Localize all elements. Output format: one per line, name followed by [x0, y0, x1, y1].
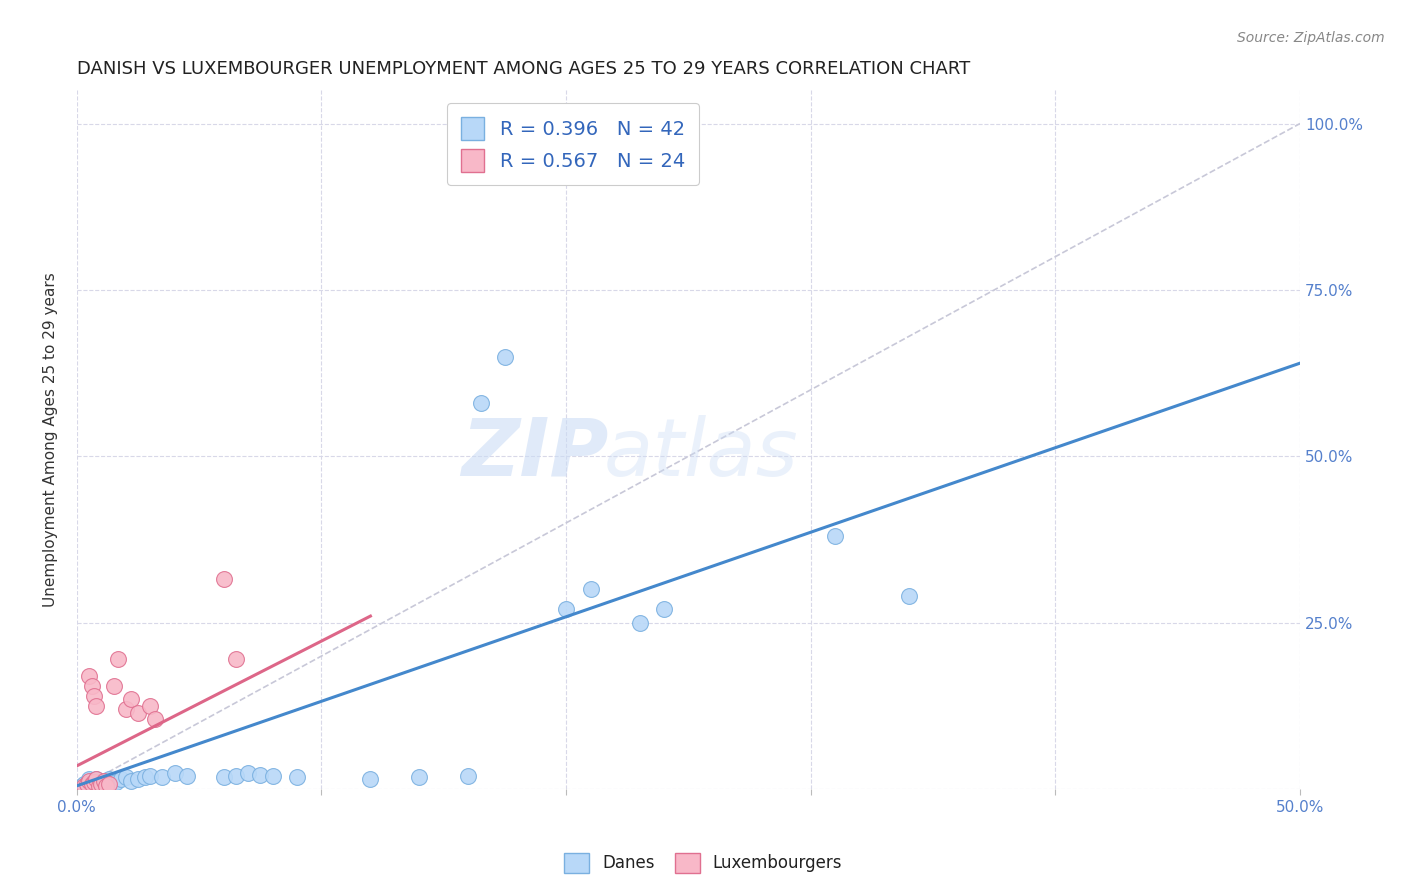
- Point: [80, 679, 103, 693]
- Point: [103, 774, 125, 789]
- Point: [96, 775, 118, 789]
- Point: [93, 774, 115, 789]
- Point: [120, 692, 142, 706]
- Point: [127, 706, 149, 720]
- Point: [555, 602, 578, 616]
- Point: [73, 777, 96, 791]
- Point: [76, 777, 98, 791]
- Point: [76, 778, 98, 792]
- Point: [87, 779, 110, 793]
- Point: [77, 669, 100, 683]
- Point: [139, 698, 162, 713]
- Point: [236, 765, 259, 780]
- Point: [897, 589, 920, 603]
- Point: [212, 573, 235, 587]
- Point: [359, 772, 381, 786]
- Point: [824, 529, 846, 543]
- Point: [97, 772, 120, 786]
- Point: [225, 769, 247, 783]
- Point: [494, 129, 516, 144]
- Point: [86, 772, 108, 786]
- Point: [73, 779, 96, 793]
- Point: [120, 774, 142, 789]
- Point: [83, 775, 105, 789]
- Legend: Danes, Luxembourgers: Danes, Luxembourgers: [557, 847, 849, 880]
- Point: [77, 775, 100, 789]
- Point: [80, 777, 103, 791]
- Point: [90, 777, 112, 791]
- Point: [249, 767, 271, 781]
- Point: [494, 350, 516, 364]
- Text: ZIP: ZIP: [461, 415, 609, 492]
- Text: DANISH VS LUXEMBOURGER UNEMPLOYMENT AMONG AGES 25 TO 29 YEARS CORRELATION CHART: DANISH VS LUXEMBOURGER UNEMPLOYMENT AMON…: [77, 60, 970, 78]
- Point: [77, 772, 100, 786]
- Point: [163, 765, 186, 780]
- Point: [176, 769, 198, 783]
- Point: [87, 775, 110, 789]
- Point: [139, 769, 162, 783]
- Legend: R = 0.396   N = 42, R = 0.567   N = 24: R = 0.396 N = 42, R = 0.567 N = 24: [447, 103, 699, 186]
- Point: [100, 777, 122, 791]
- Point: [457, 769, 479, 783]
- Point: [107, 652, 129, 666]
- Point: [134, 770, 156, 784]
- Point: [143, 712, 166, 726]
- Point: [77, 774, 100, 789]
- Point: [83, 774, 105, 789]
- Point: [408, 770, 430, 784]
- Y-axis label: Unemployment Among Ages 25 to 29 years: Unemployment Among Ages 25 to 29 years: [44, 272, 58, 607]
- Point: [114, 770, 136, 784]
- Point: [470, 136, 492, 151]
- Point: [152, 770, 174, 784]
- Point: [225, 652, 247, 666]
- Point: [127, 772, 149, 786]
- Point: [114, 702, 136, 716]
- Text: atlas: atlas: [603, 415, 799, 492]
- Point: [86, 698, 108, 713]
- Point: [90, 777, 112, 791]
- Point: [652, 602, 675, 616]
- Point: [86, 772, 108, 786]
- Point: [96, 779, 118, 793]
- Point: [470, 396, 492, 410]
- Point: [579, 582, 602, 597]
- Point: [97, 777, 120, 791]
- Point: [285, 770, 308, 784]
- Point: [80, 777, 103, 791]
- Point: [110, 772, 132, 786]
- Point: [212, 770, 235, 784]
- Point: [70, 779, 93, 793]
- Point: [83, 689, 105, 703]
- Point: [105, 775, 128, 789]
- Text: Source: ZipAtlas.com: Source: ZipAtlas.com: [1237, 31, 1385, 45]
- Point: [628, 615, 651, 630]
- Point: [103, 679, 125, 693]
- Point: [93, 774, 115, 789]
- Point: [262, 769, 284, 783]
